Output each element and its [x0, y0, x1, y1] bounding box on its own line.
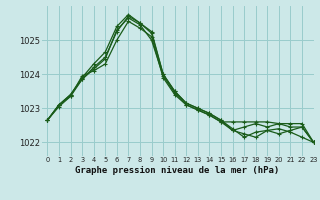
X-axis label: Graphe pression niveau de la mer (hPa): Graphe pression niveau de la mer (hPa)	[76, 166, 280, 175]
